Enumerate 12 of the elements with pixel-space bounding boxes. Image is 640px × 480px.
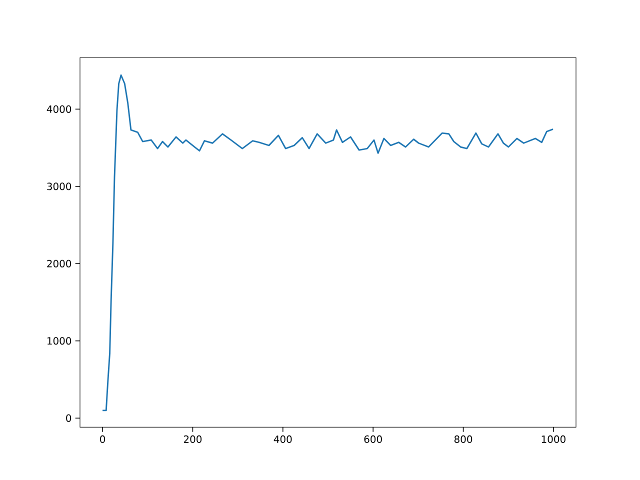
- y-tick-label: 2000: [47, 260, 72, 268]
- y-tick-label: 4000: [46, 105, 72, 113]
- x-tick-label: 600: [364, 435, 382, 443]
- x-tick-label: 800: [454, 435, 472, 443]
- x-tick-label: 1000: [542, 435, 566, 443]
- y-tick-label: 0: [66, 414, 72, 422]
- x-tick-label: 400: [274, 435, 292, 443]
- y-tick-label: 1000: [48, 337, 72, 345]
- line-series: [102, 74, 554, 412]
- y-tick-label: 3000: [47, 182, 72, 190]
- x-tick-label: 0: [100, 435, 106, 443]
- x-tick-label: 200: [184, 435, 202, 443]
